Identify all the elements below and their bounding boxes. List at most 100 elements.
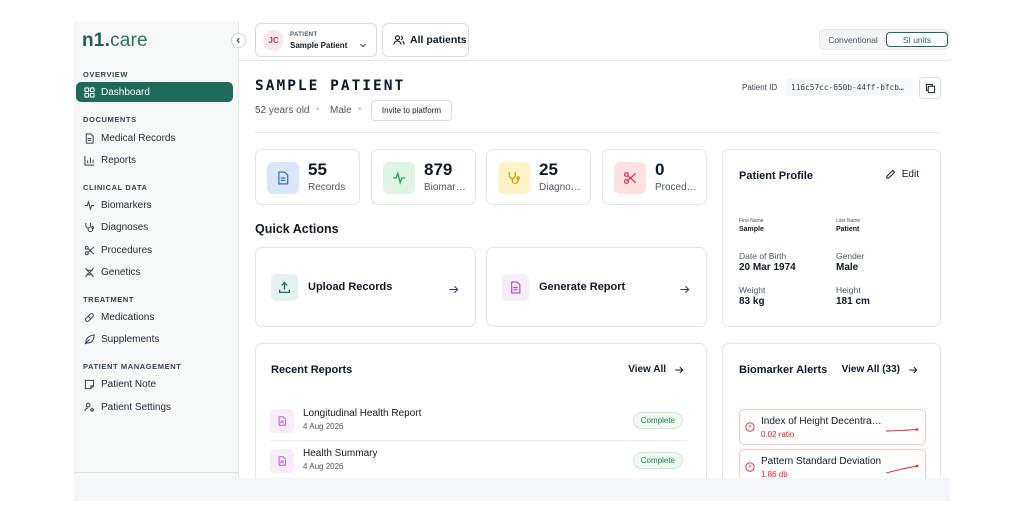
sparkline <box>884 418 920 443</box>
sidebar-item-label: Medical Records <box>101 132 176 144</box>
status-badge: Complete <box>632 412 683 429</box>
activity-icon <box>84 199 95 211</box>
recent-reports-card: Recent Reports View All Longitudinal Hea… <box>255 343 707 493</box>
stat-card-biomarkers[interactable]: 879 Biomarkers <box>371 149 476 205</box>
sidebar: n1.care OVERVIEW Dashboard DOCUMENTS Med… <box>74 21 239 478</box>
sidebar-item-medical-records[interactable]: Medical Records <box>76 128 233 148</box>
report-date: 4 Aug 2026 <box>303 462 344 471</box>
sidebar-item-genetics[interactable]: Genetics <box>76 262 233 282</box>
stat-value: 55 <box>308 160 327 179</box>
header-divider <box>255 132 941 133</box>
section-label-documents: DOCUMENTS <box>83 115 137 124</box>
invite-to-platform-button[interactable]: Invite to platform <box>371 100 452 121</box>
weight-value: 83 kg <box>739 296 765 307</box>
sidebar-item-label: Medications <box>101 311 155 323</box>
sidebar-item-procedures[interactable]: Procedures <box>76 240 233 260</box>
arrow-right-icon <box>674 365 684 375</box>
sidebar-item-supplements[interactable]: Supplements <box>76 329 233 349</box>
sidebar-item-label: Reports <box>101 154 137 166</box>
biomarker-name: Pattern Standard Deviation <box>761 456 882 467</box>
view-all-label: View All (33) <box>841 364 900 375</box>
patient-sex: Male <box>330 105 352 116</box>
leaf-icon <box>84 333 95 345</box>
biomarker-alert-row[interactable]: Index of Height Decentration 0.02 ratio <box>739 409 926 445</box>
first-name-label: First Name <box>739 218 764 224</box>
view-all-reports-link[interactable]: View All <box>628 364 684 375</box>
units-toggle: Conventional SI units <box>819 29 949 50</box>
report-row[interactable]: Health Summary 4 Aug 2026 Complete <box>270 443 687 481</box>
biomarker-value: 1.86 db <box>761 470 788 479</box>
arrow-right-icon <box>679 282 690 300</box>
copy-icon <box>925 83 936 94</box>
action-label: Generate Report <box>539 281 626 293</box>
stat-card-procedures[interactable]: 0 Procedures <box>602 149 707 205</box>
section-label-overview: OVERVIEW <box>83 70 129 79</box>
bottom-strip <box>74 478 950 501</box>
gender-value: Male <box>836 262 859 273</box>
sidebar-item-reports[interactable]: Reports <box>76 150 233 170</box>
gender-label: Gender <box>836 251 865 261</box>
sidebar-item-medications[interactable]: Medications <box>76 307 233 327</box>
sparkline <box>884 458 920 483</box>
report-icon <box>502 274 529 301</box>
upload-records-button[interactable]: Upload Records <box>255 247 476 327</box>
alert-circle-icon <box>745 462 755 472</box>
height-value: 181 cm <box>836 296 870 307</box>
sidebar-item-patient-settings[interactable]: Patient Settings <box>76 397 233 417</box>
report-name: Longitudinal Health Report <box>303 408 422 419</box>
stat-card-diagnoses[interactable]: 25 Diagnoses <box>486 149 591 205</box>
sidebar-collapse-button[interactable] <box>231 33 246 48</box>
units-conventional-option[interactable]: Conventional <box>828 34 878 45</box>
units-si-option[interactable]: SI units <box>886 32 948 47</box>
last-name-label: Last Name <box>836 218 861 224</box>
report-name: Health Summary <box>303 448 378 459</box>
report-row[interactable]: Longitudinal Health Report 4 Aug 2026 Co… <box>270 403 687 441</box>
sidebar-item-biomarkers[interactable]: Biomarkers <box>76 195 233 215</box>
stat-label: Records <box>308 182 346 193</box>
alert-circle-icon <box>745 422 755 432</box>
app-window: n1.care OVERVIEW Dashboard DOCUMENTS Med… <box>74 21 950 501</box>
patient-selector[interactable]: JC PATIENT Sample Patient <box>255 23 377 57</box>
biomarker-alerts-card: Biomarker Alerts View All (33) Index of … <box>722 343 941 493</box>
copy-id-button[interactable] <box>919 77 941 99</box>
sidebar-item-patient-note[interactable]: Patient Note <box>76 374 233 394</box>
note-icon <box>84 379 95 390</box>
sidebar-item-label: Patient Settings <box>101 401 172 413</box>
first-name-value: Sample <box>739 226 764 233</box>
edit-profile-button[interactable]: Edit <box>885 169 919 180</box>
generate-report-button[interactable]: Generate Report <box>486 247 707 327</box>
sidebar-item-label: Diagnoses <box>101 221 149 233</box>
sidebar-item-label: Dashboard <box>101 86 150 98</box>
sidebar-item-diagnoses[interactable]: Diagnoses <box>76 217 233 237</box>
chevron-left-icon <box>235 37 242 44</box>
section-label-clinical-data: CLINICAL DATA <box>83 183 148 192</box>
dashboard-icon <box>84 86 95 98</box>
view-all-label: View All <box>628 364 666 375</box>
upload-icon <box>271 274 298 301</box>
sidebar-item-label: Procedures <box>101 244 153 256</box>
weight-label: Weight <box>739 285 766 295</box>
biomarker-value: 0.02 ratio <box>761 430 795 439</box>
section-label-patient-management: PATIENT MANAGEMENT <box>83 362 182 371</box>
document-icon <box>267 162 299 194</box>
last-name-value: Patient <box>836 226 860 233</box>
pill-icon <box>84 312 95 323</box>
patient-id-label: Patient ID <box>742 83 778 92</box>
report-date: 4 Aug 2026 <box>303 422 344 431</box>
document-icon <box>84 132 95 144</box>
dob-label: Date of Birth <box>739 251 787 261</box>
all-patients-button[interactable]: All patients <box>382 23 469 57</box>
stat-card-records[interactable]: 55 Records <box>255 149 360 205</box>
sidebar-item-label: Patient Note <box>101 378 157 390</box>
view-all-alerts-link[interactable]: View All (33) <box>842 364 918 375</box>
stat-value: 25 <box>539 160 558 179</box>
patient-selector-name: Sample Patient <box>290 41 348 50</box>
stat-label: Procedures <box>655 182 701 193</box>
status-badge: Complete <box>632 452 683 469</box>
brand-logo[interactable]: n1.care <box>82 30 148 51</box>
top-bar: JC PATIENT Sample Patient All patients C… <box>239 21 950 61</box>
dob-value: 20 Mar 1974 <box>739 262 796 273</box>
meta-separator: • <box>316 104 320 115</box>
biomarker-alerts-title: Biomarker Alerts <box>739 364 828 376</box>
sidebar-item-dashboard[interactable]: Dashboard <box>76 82 233 102</box>
